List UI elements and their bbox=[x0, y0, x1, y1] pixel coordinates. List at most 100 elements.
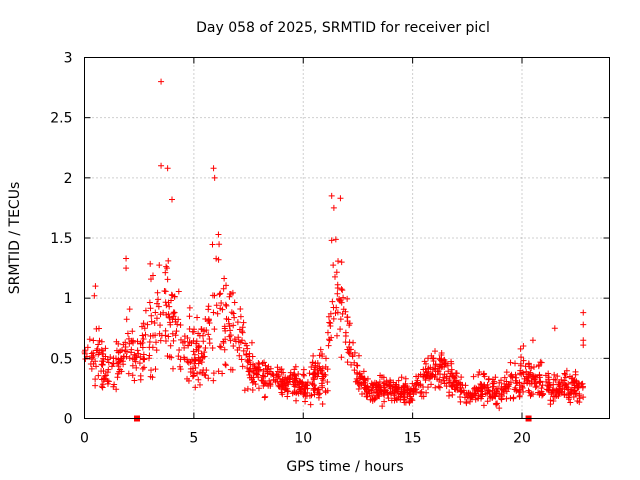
data-point bbox=[480, 371, 487, 378]
data-point bbox=[214, 310, 221, 317]
data-point bbox=[501, 374, 508, 381]
data-point bbox=[140, 320, 147, 327]
data-point bbox=[215, 368, 222, 375]
data-point bbox=[177, 322, 184, 329]
data-point bbox=[401, 383, 408, 390]
data-point bbox=[402, 375, 409, 382]
data-point bbox=[132, 358, 139, 365]
data-point bbox=[550, 381, 557, 388]
y-tick-label: 1.5 bbox=[50, 231, 72, 247]
data-point bbox=[413, 386, 420, 393]
data-point bbox=[507, 395, 514, 402]
data-point-outlier bbox=[123, 265, 130, 272]
data-point bbox=[286, 374, 293, 381]
data-point bbox=[155, 303, 162, 310]
data-point bbox=[146, 299, 153, 306]
data-point bbox=[129, 372, 136, 379]
data-point bbox=[263, 380, 270, 387]
data-point bbox=[426, 375, 433, 382]
data-point bbox=[210, 370, 217, 377]
data-point bbox=[327, 323, 334, 330]
data-point bbox=[102, 345, 109, 352]
data-point bbox=[195, 347, 202, 354]
data-point bbox=[468, 394, 475, 401]
data-point bbox=[163, 263, 170, 270]
data-point bbox=[368, 380, 375, 387]
data-point bbox=[227, 337, 234, 344]
data-point bbox=[146, 344, 153, 351]
data-point bbox=[575, 379, 582, 386]
data-point bbox=[268, 371, 275, 378]
data-point bbox=[312, 371, 319, 378]
data-point bbox=[330, 304, 337, 311]
data-point bbox=[221, 346, 228, 353]
data-point bbox=[536, 379, 543, 386]
data-point bbox=[244, 345, 251, 352]
data-point bbox=[443, 373, 450, 380]
data-point bbox=[246, 353, 253, 360]
data-point bbox=[512, 360, 519, 367]
data-point bbox=[325, 313, 332, 320]
data-point bbox=[446, 389, 453, 396]
chart-title: Day 058 of 2025, SRMTID for receiver pic… bbox=[196, 20, 490, 36]
data-point bbox=[170, 310, 177, 317]
data-point bbox=[90, 337, 97, 344]
data-point bbox=[503, 369, 510, 376]
data-point bbox=[223, 282, 230, 289]
data-point bbox=[333, 332, 340, 339]
data-point bbox=[281, 386, 288, 393]
data-point bbox=[319, 400, 326, 407]
data-point bbox=[535, 363, 542, 370]
data-point bbox=[227, 290, 234, 297]
data-point bbox=[171, 309, 178, 316]
data-point bbox=[324, 329, 331, 336]
data-point bbox=[217, 344, 224, 351]
data-point bbox=[216, 291, 223, 298]
data-point bbox=[344, 359, 351, 366]
data-point bbox=[356, 379, 363, 386]
data-point bbox=[95, 341, 102, 348]
data-point bbox=[472, 390, 479, 397]
data-point bbox=[248, 339, 255, 346]
data-point bbox=[137, 340, 144, 347]
data-point bbox=[517, 345, 524, 352]
data-point bbox=[517, 360, 524, 367]
data-point bbox=[261, 359, 268, 366]
data-point bbox=[297, 388, 304, 395]
data-point bbox=[221, 323, 228, 330]
data-point bbox=[230, 342, 237, 349]
data-point bbox=[216, 343, 223, 350]
data-point bbox=[322, 371, 329, 378]
data-point bbox=[131, 351, 138, 358]
data-point bbox=[146, 352, 153, 359]
data-point bbox=[202, 345, 209, 352]
data-point bbox=[432, 384, 439, 391]
data-point bbox=[296, 378, 303, 385]
data-point bbox=[156, 262, 163, 269]
y-tick-label: 0 bbox=[64, 412, 73, 428]
data-point-outlier bbox=[580, 321, 587, 328]
data-point bbox=[333, 269, 340, 276]
data-point bbox=[314, 360, 321, 367]
data-point bbox=[101, 375, 108, 382]
data-point bbox=[349, 353, 356, 360]
data-point bbox=[220, 340, 227, 347]
x-tick-label: 0 bbox=[80, 431, 89, 447]
data-point bbox=[402, 380, 409, 387]
data-point bbox=[155, 296, 162, 303]
data-point bbox=[429, 355, 436, 362]
data-point bbox=[344, 295, 351, 302]
data-point bbox=[377, 386, 384, 393]
data-point bbox=[518, 354, 525, 361]
data-point bbox=[475, 371, 482, 378]
data-point bbox=[166, 303, 173, 310]
data-point bbox=[501, 380, 508, 387]
data-point bbox=[425, 368, 432, 375]
data-point bbox=[118, 368, 125, 375]
data-point bbox=[250, 374, 257, 381]
data-point bbox=[463, 400, 470, 407]
data-point bbox=[496, 379, 503, 386]
data-point bbox=[104, 377, 111, 384]
data-point bbox=[510, 395, 517, 402]
data-point bbox=[301, 372, 308, 379]
